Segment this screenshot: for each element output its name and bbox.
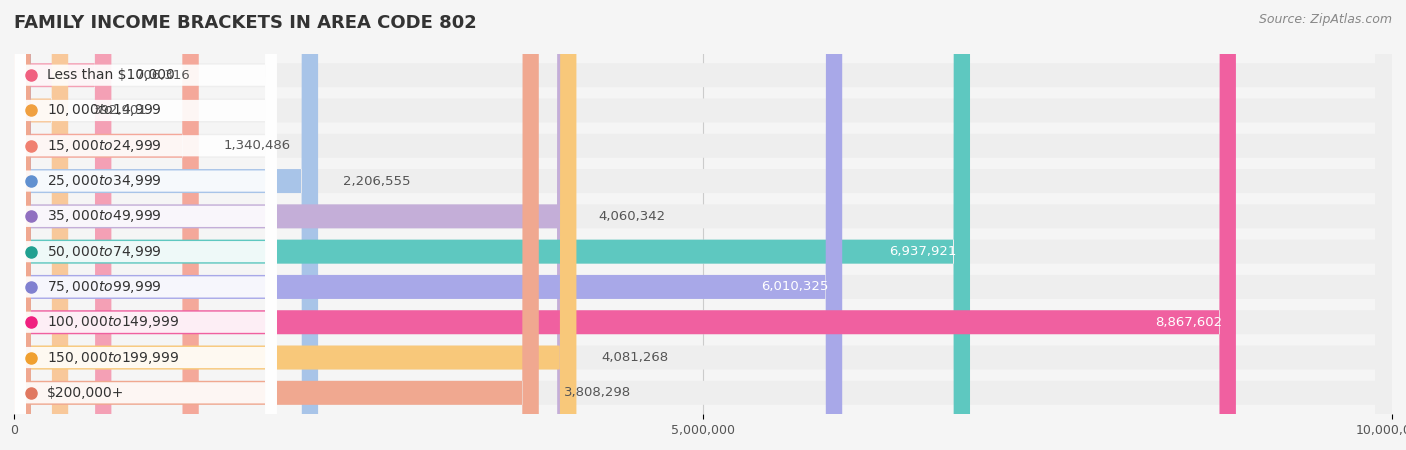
FancyBboxPatch shape	[14, 0, 1392, 450]
FancyBboxPatch shape	[14, 0, 1392, 450]
FancyBboxPatch shape	[14, 0, 111, 450]
FancyBboxPatch shape	[14, 0, 198, 450]
Text: FAMILY INCOME BRACKETS IN AREA CODE 802: FAMILY INCOME BRACKETS IN AREA CODE 802	[14, 14, 477, 32]
Text: $25,000 to $34,999: $25,000 to $34,999	[48, 173, 162, 189]
FancyBboxPatch shape	[14, 0, 1392, 450]
Text: 3,808,298: 3,808,298	[564, 386, 631, 399]
FancyBboxPatch shape	[14, 0, 538, 450]
FancyBboxPatch shape	[14, 0, 277, 450]
FancyBboxPatch shape	[14, 0, 277, 450]
FancyBboxPatch shape	[14, 0, 1392, 450]
FancyBboxPatch shape	[14, 0, 574, 450]
Text: Less than $10,000: Less than $10,000	[48, 68, 174, 82]
Text: 6,010,325: 6,010,325	[761, 280, 828, 293]
FancyBboxPatch shape	[14, 0, 1392, 450]
FancyBboxPatch shape	[14, 0, 277, 450]
FancyBboxPatch shape	[14, 0, 277, 450]
FancyBboxPatch shape	[14, 0, 1392, 450]
FancyBboxPatch shape	[14, 0, 1392, 450]
Text: 706,316: 706,316	[136, 69, 191, 82]
Text: 4,060,342: 4,060,342	[599, 210, 665, 223]
FancyBboxPatch shape	[14, 0, 1392, 450]
FancyBboxPatch shape	[14, 0, 970, 450]
Text: 392,901: 392,901	[93, 104, 148, 117]
FancyBboxPatch shape	[14, 0, 318, 450]
FancyBboxPatch shape	[14, 0, 1392, 450]
FancyBboxPatch shape	[14, 0, 277, 450]
Text: 6,937,921: 6,937,921	[889, 245, 956, 258]
FancyBboxPatch shape	[14, 0, 69, 450]
Text: $15,000 to $24,999: $15,000 to $24,999	[48, 138, 162, 154]
FancyBboxPatch shape	[14, 0, 277, 450]
FancyBboxPatch shape	[14, 0, 277, 450]
Text: 4,081,268: 4,081,268	[602, 351, 668, 364]
FancyBboxPatch shape	[14, 0, 277, 450]
Text: $100,000 to $149,999: $100,000 to $149,999	[48, 314, 180, 330]
FancyBboxPatch shape	[14, 0, 576, 450]
Text: $75,000 to $99,999: $75,000 to $99,999	[48, 279, 162, 295]
FancyBboxPatch shape	[14, 0, 1236, 450]
FancyBboxPatch shape	[14, 0, 842, 450]
Text: $50,000 to $74,999: $50,000 to $74,999	[48, 243, 162, 260]
Text: 1,340,486: 1,340,486	[224, 139, 291, 152]
Text: $35,000 to $49,999: $35,000 to $49,999	[48, 208, 162, 225]
FancyBboxPatch shape	[14, 0, 1392, 450]
Text: $150,000 to $199,999: $150,000 to $199,999	[48, 350, 180, 365]
Text: 2,206,555: 2,206,555	[343, 175, 411, 188]
Text: Source: ZipAtlas.com: Source: ZipAtlas.com	[1258, 14, 1392, 27]
FancyBboxPatch shape	[14, 0, 277, 450]
Text: 8,867,602: 8,867,602	[1154, 316, 1222, 329]
Text: $10,000 to $14,999: $10,000 to $14,999	[48, 103, 162, 118]
FancyBboxPatch shape	[14, 0, 277, 450]
Text: $200,000+: $200,000+	[48, 386, 125, 400]
